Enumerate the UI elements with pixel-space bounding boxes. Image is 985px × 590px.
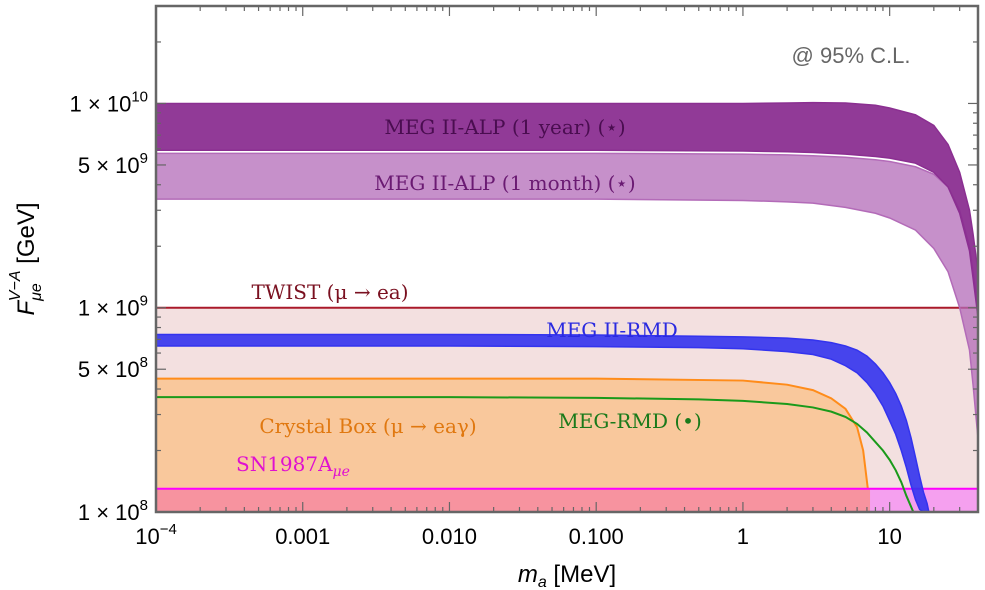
y-tick-label: 1 × 1010 [70, 88, 148, 116]
x-axis-tick-labels: 10−4 0.001 0.010 0.100 1 10 [135, 521, 902, 549]
plot-regions [156, 101, 978, 512]
x-tick-label: 10 [877, 524, 901, 549]
x-tick-label: 1 [737, 524, 749, 549]
label-twist: TWIST (μ → ea) [251, 280, 408, 304]
x-tick-label: 0.010 [422, 524, 477, 549]
x-tick-label: 0.100 [569, 524, 624, 549]
meg-rmd-line [156, 396, 915, 512]
y-tick-label: 5 × 109 [78, 150, 148, 178]
x-tick-label: 0.001 [275, 524, 330, 549]
label-meg-rmd: MEG-RMD (•) [558, 409, 702, 433]
crystal-box-region [156, 378, 871, 512]
y-axis-tick-labels: 1 × 1010 5 × 109 1 × 109 5 × 108 1 × 108 [70, 88, 148, 525]
plot-frame [154, 4, 980, 514]
meg2-alp-month-band [156, 152, 978, 439]
x-axis-title: ma [MeV] [518, 561, 616, 590]
y-tick-label: 5 × 108 [78, 354, 148, 382]
y-tick-label: 1 × 109 [78, 293, 148, 321]
y-axis-title: FμeV−A [GeV] [7, 202, 45, 315]
meg2-rmd-band [156, 333, 930, 512]
label-sn1987a: SN1987Aμe [236, 452, 350, 480]
y-tick-label: 1 × 108 [78, 497, 148, 525]
meg2-alp-year-band [156, 101, 978, 318]
label-crystal-box: Crystal Box (μ → eaγ) [259, 414, 476, 438]
sn1987a-region [156, 488, 871, 512]
label-alp-month: MEG II-ALP (1 month) (⋆) [374, 171, 635, 195]
x-tick-label: 10−4 [135, 521, 177, 549]
crystal-box-line [156, 377, 872, 512]
confidence-level-note: @ 95% C.L. [792, 43, 911, 68]
label-alp-year: MEG II-ALP (1 year) (⋆) [384, 115, 625, 139]
label-meg2-rmd: MEG II-RMD [546, 318, 678, 342]
